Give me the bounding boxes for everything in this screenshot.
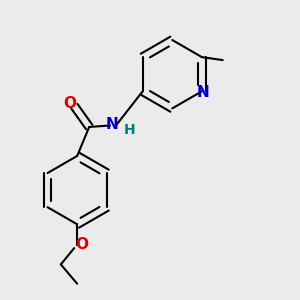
Text: N: N [106, 117, 119, 132]
Text: O: O [63, 96, 76, 111]
Text: O: O [75, 237, 88, 252]
Text: H: H [124, 123, 135, 137]
Text: N: N [197, 85, 210, 100]
